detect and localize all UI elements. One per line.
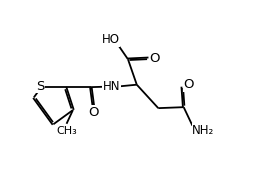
Text: HN: HN: [103, 80, 120, 93]
Text: HO: HO: [101, 33, 120, 46]
Text: O: O: [150, 52, 160, 65]
Text: O: O: [88, 106, 99, 119]
Text: O: O: [183, 78, 194, 91]
Text: NH₂: NH₂: [192, 124, 214, 137]
Text: S: S: [36, 80, 44, 93]
Text: CH₃: CH₃: [57, 126, 77, 136]
